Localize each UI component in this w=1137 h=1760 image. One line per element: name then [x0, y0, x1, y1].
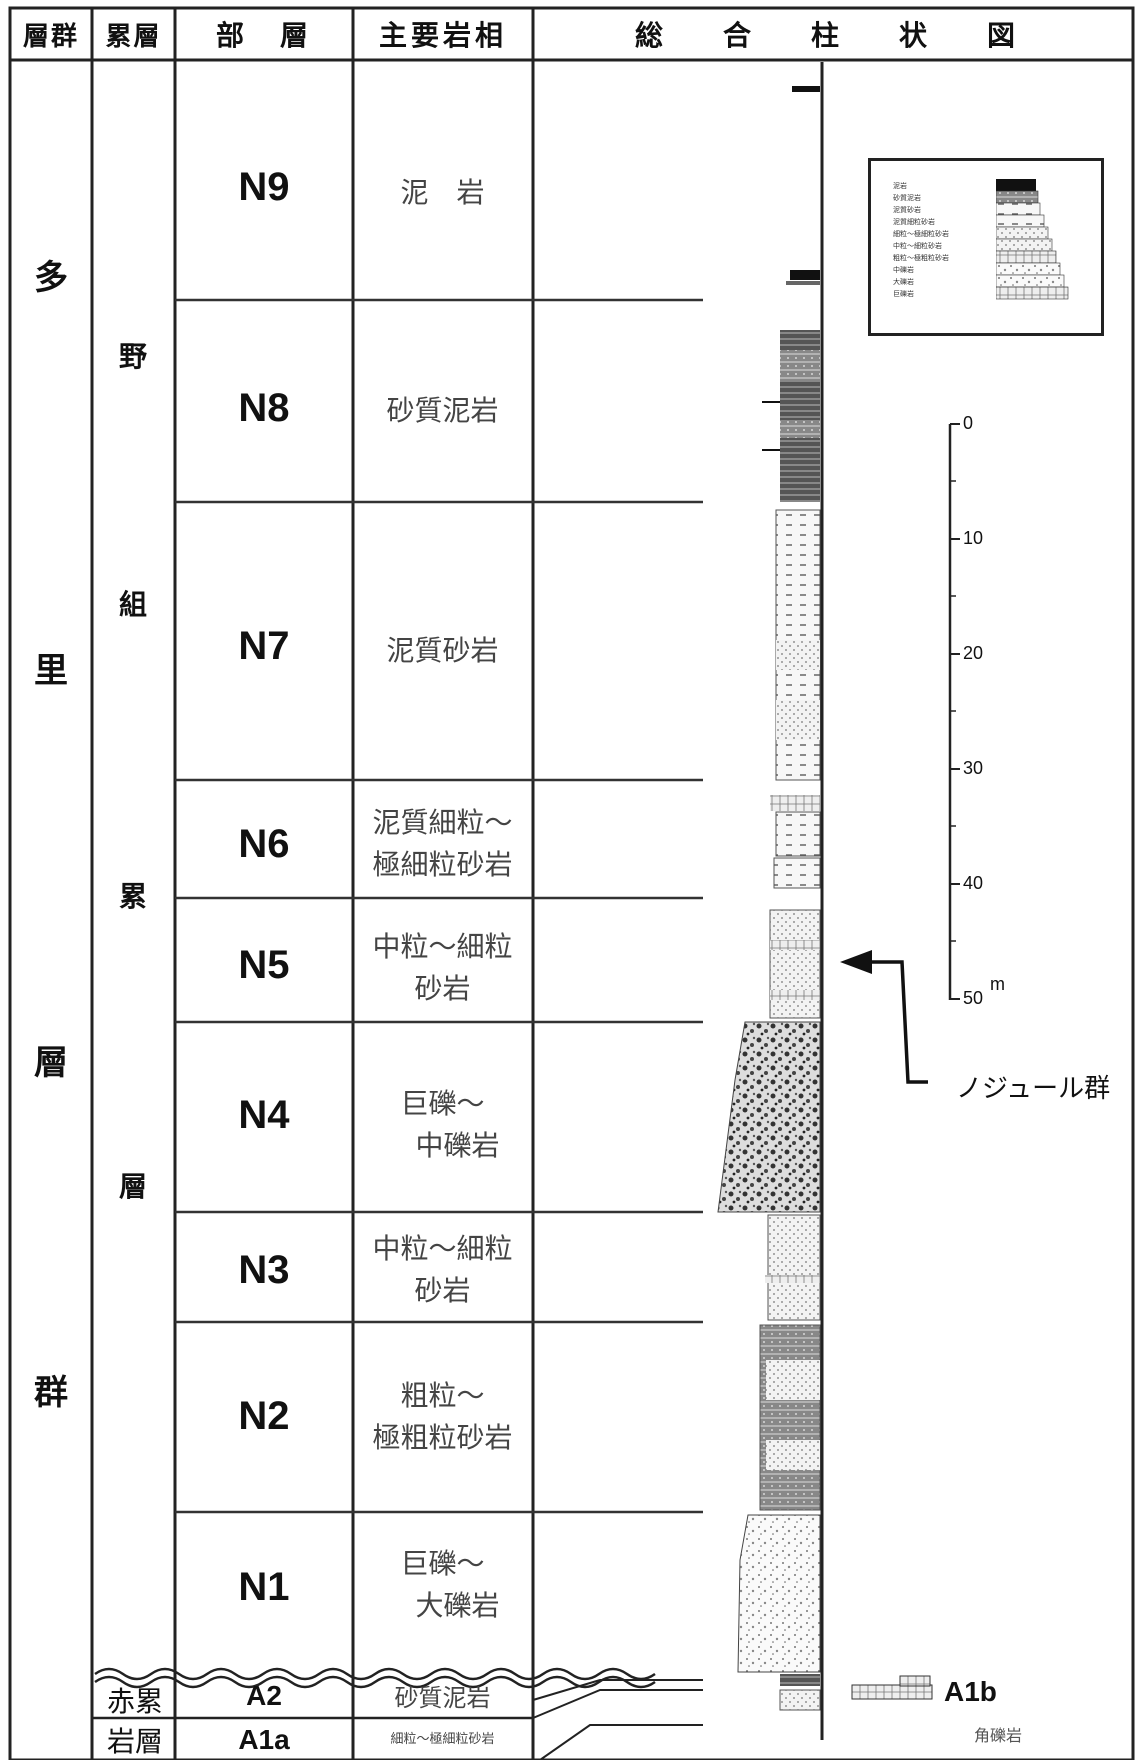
lithology-n6: 泥質細粒～ 極細粒砂岩	[355, 802, 530, 886]
group-char-1: 多	[34, 258, 68, 298]
lithology-n3-line-1: 中粒～細粒	[372, 1232, 513, 1265]
lithology-a2: 砂質泥岩	[394, 1684, 491, 1712]
unit-n6: N6	[238, 822, 290, 866]
scale-label-50: 50	[963, 988, 984, 1008]
legend-swatches	[996, 179, 1069, 300]
unit-n3: N3	[238, 1248, 290, 1292]
lithology-n2: 粗粒～ 極粗粒砂岩	[355, 1375, 530, 1459]
legend-item: 大礫岩	[893, 278, 914, 286]
unit-n9: N9	[238, 165, 290, 209]
lithology-n4: 巨礫～ 中礫岩	[355, 1083, 530, 1167]
legend-item: 細粒～極細粒砂岩	[893, 230, 949, 238]
lithology-n5-line-1: 中粒～細粒	[372, 930, 513, 963]
header-column: 総 合 柱 状 図	[634, 19, 1031, 52]
unit-n5: N5	[238, 943, 290, 987]
legend-item: 砂質泥岩	[893, 194, 921, 202]
lithology-n1-line-1: 巨礫～	[400, 1547, 485, 1580]
legend: 泥岩 砂質泥岩 泥質砂岩 泥質細粒砂岩 細粒～極細粒砂岩 中粒～細粒砂岩 粗粒～…	[868, 158, 1104, 336]
lithology-n5-line-2: 砂岩	[414, 972, 471, 1005]
group-char-2: 里	[34, 651, 68, 691]
lithology-n9-line: 泥 岩	[400, 176, 485, 209]
unit-n8: N8	[238, 386, 290, 430]
legend-item: 泥質細粒砂岩	[893, 218, 935, 226]
lithology-a1a: 細粒～極細粒砂岩	[390, 1732, 495, 1747]
scale-label-0: 0	[963, 413, 974, 433]
a1b-label: A1b	[944, 1676, 997, 1707]
scale-bar	[948, 423, 960, 1000]
lower-formation-line-2: 岩層	[106, 1725, 163, 1758]
lithology-n4-line-1: 巨礫～	[400, 1087, 485, 1120]
scale-label-30: 30	[963, 758, 984, 778]
lithology-n2-line-1: 粗粒～	[400, 1379, 485, 1412]
lithology-n1: 巨礫～ 大礫岩	[355, 1543, 530, 1627]
unit-n1: N1	[238, 1565, 290, 1609]
header-lithology: 主要岩相	[378, 19, 507, 52]
scale-label-20: 20	[963, 643, 984, 663]
unit-n4: N4	[238, 1093, 290, 1137]
composite-column	[717, 62, 824, 1740]
formation-char-4: 層	[118, 1170, 147, 1203]
lithology-n7: 泥質砂岩	[355, 630, 530, 672]
legend-item: 泥質砂岩	[893, 206, 921, 214]
group-char-4: 群	[34, 1373, 68, 1413]
lithology-n6-line-1: 泥質細粒～	[372, 806, 513, 839]
lithology-n3: 中粒～細粒 砂岩	[355, 1228, 530, 1312]
lithology-n3-line-2: 砂岩	[414, 1274, 471, 1307]
nodule-arrow	[840, 950, 928, 1084]
lower-formation-line-1: 赤累	[106, 1685, 163, 1718]
formation-char-2: 組	[118, 588, 147, 621]
header-member: 部 層	[215, 19, 312, 52]
lithology-n5: 中粒～細粒 砂岩	[355, 926, 530, 1010]
lithology-n8: 砂質泥岩	[355, 390, 530, 432]
header-formation: 累層	[105, 21, 162, 52]
unit-n2: N2	[238, 1394, 290, 1438]
formation-char-3: 累	[118, 880, 147, 913]
lithology-n1-line-2: 大礫岩	[415, 1589, 500, 1622]
header-group: 層群	[22, 21, 79, 52]
scale-label-40: 40	[963, 873, 984, 893]
lithology-n8-line: 砂質泥岩	[386, 394, 499, 427]
legend-item: 粗粒～極粗粒砂岩	[893, 254, 949, 262]
legend-item: 泥岩	[893, 182, 907, 190]
formation-char-1: 野	[118, 340, 147, 373]
nodule-label: ノジュール群	[956, 1074, 1111, 1104]
unit-a1a: A1a	[238, 1724, 290, 1755]
lithology-n4-line-2: 中礫岩	[415, 1129, 500, 1162]
scale-label-10: 10	[963, 528, 984, 548]
unit-a2: A2	[246, 1680, 282, 1711]
legend-item: 中粒～細粒砂岩	[893, 242, 942, 250]
legend-item: 巨礫岩	[893, 290, 914, 298]
lithology-n7-line: 泥質砂岩	[386, 634, 499, 667]
lithology-n6-line-2: 極細粒砂岩	[372, 848, 513, 881]
lithology-n2-line-2: 極粗粒砂岩	[372, 1421, 513, 1454]
group-char-3: 層	[34, 1043, 68, 1083]
lithology-n9: 泥 岩	[355, 172, 530, 214]
legend-item: 中礫岩	[893, 266, 914, 274]
scale-unit: m	[990, 974, 1005, 994]
a1b-lithology: 角礫岩	[974, 1726, 1023, 1745]
unit-n7: N7	[238, 624, 290, 668]
